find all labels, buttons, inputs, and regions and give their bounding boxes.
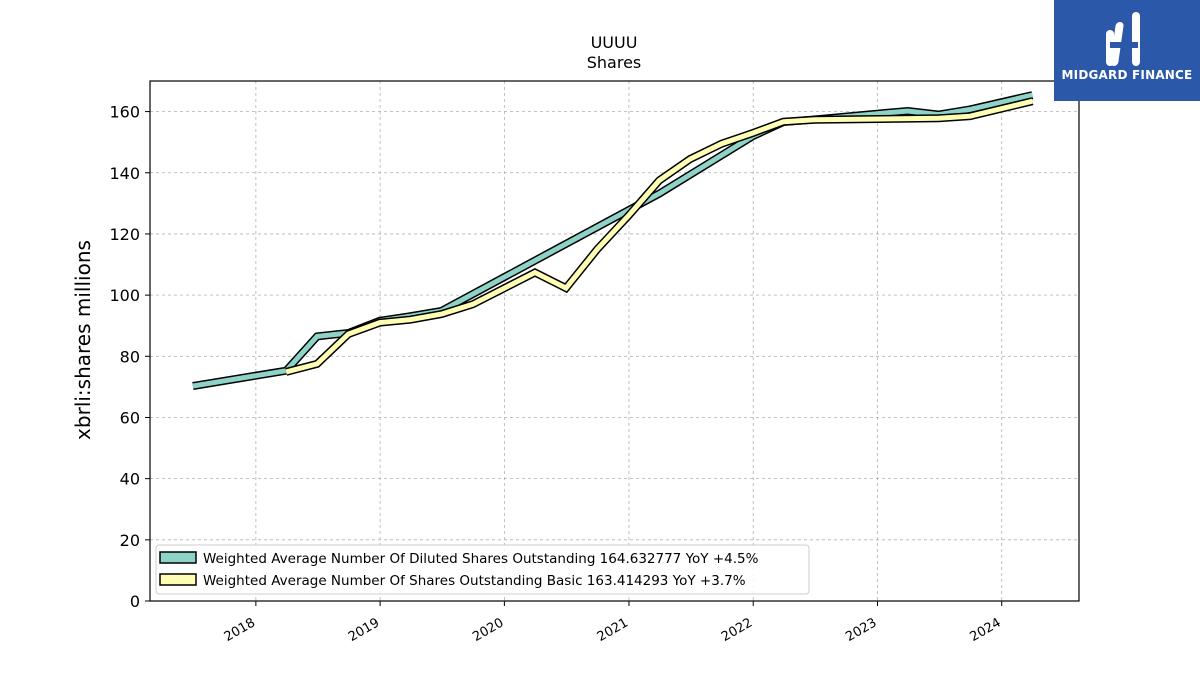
x-tick-label: 2018 [222,615,258,645]
y-tick-label: 20 [120,531,140,550]
y-axis-label: xbrli:shares millions [71,240,95,440]
logo-text: MIDGARD FINANCE [1061,68,1193,82]
x-tick-label: 2019 [346,615,382,645]
chart-title: UUUU [591,33,638,52]
series-outline-2 [285,97,1034,376]
logo-mark-icon [1106,12,1140,66]
legend-swatch-diluted [159,551,197,564]
legend: Weighted Average Number Of Diluted Share… [155,544,810,595]
y-tick-label: 60 [120,408,140,427]
series-lines [192,91,1034,390]
chart-subtitle: Shares [587,53,642,72]
grid [150,81,1079,602]
y-tick-label: 140 [109,164,140,183]
x-ticks: 2018 2019 2020 2021 2022 2023 2024 [222,601,1004,645]
x-tick-label: 2023 [843,615,879,645]
x-tick-label: 2024 [968,615,1004,645]
series-line-2 [285,98,1033,375]
legend-label-diluted: Weighted Average Number Of Diluted Share… [203,551,759,567]
x-tick-label: 2020 [470,615,506,645]
series-line-1 [192,92,1033,389]
legend-box [155,544,810,595]
x-tick-label: 2021 [595,615,631,645]
legend-label-basic: Weighted Average Number Of Shares Outsta… [203,573,746,589]
plot-frame [149,80,1080,602]
y-tick-label: 40 [120,470,140,489]
y-tick-label: 80 [120,347,140,366]
series-outline-1 [192,91,1034,390]
midgard-finance-logo: MIDGARD FINANCE [1054,0,1200,101]
y-tick-label: 120 [109,225,140,244]
legend-swatch-basic [159,573,197,586]
y-tick-label: 160 [109,103,140,122]
x-tick-label: 2022 [719,615,755,645]
y-tick-label: 0 [130,592,140,611]
y-tick-label: 100 [109,286,140,305]
y-ticks: 0 20 40 60 80 100 120 140 160 [109,103,150,611]
